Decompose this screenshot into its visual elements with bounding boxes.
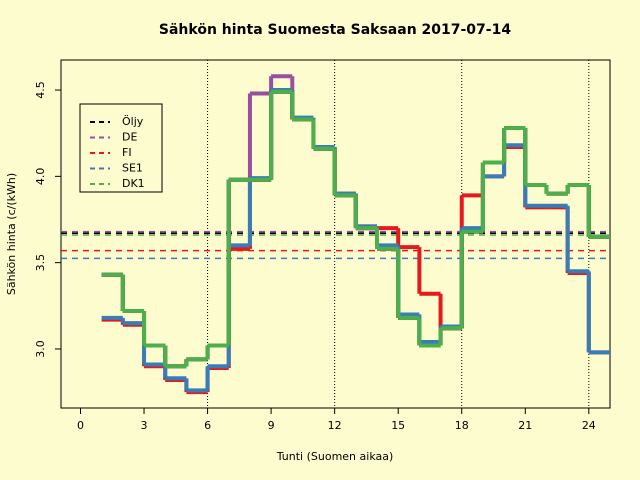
legend-label: DK1 (122, 177, 145, 190)
y-tick-label: 3.0 (34, 340, 47, 358)
y-tick-label: 4.0 (34, 168, 47, 186)
x-tick-label: 18 (455, 419, 469, 432)
x-axis-label: Tunti (Suomen aikaa) (276, 450, 394, 463)
x-tick-label: 21 (518, 419, 532, 432)
x-tick-label: 12 (328, 419, 342, 432)
chart-title: Sähkön hinta Suomesta Saksaan 2017-07-14 (159, 22, 511, 38)
y-axis-label: Sähkön hinta (c/(kWh) (5, 173, 18, 295)
y-tick-label: 4.5 (34, 81, 47, 99)
x-tick-label: 0 (77, 419, 84, 432)
x-tick-label: 15 (391, 419, 405, 432)
x-tick-label: 6 (204, 419, 211, 432)
legend-label: DE (122, 131, 137, 144)
y-tick-label: 3.5 (34, 254, 47, 272)
x-tick-label: 9 (268, 419, 275, 432)
x-tick-label: 3 (141, 419, 148, 432)
legend-label: SE1 (122, 162, 143, 175)
legend-box (79, 103, 163, 193)
x-tick-label: 24 (582, 419, 596, 432)
legend-label: FI (122, 146, 132, 159)
legend-label: Öljy (122, 115, 144, 128)
